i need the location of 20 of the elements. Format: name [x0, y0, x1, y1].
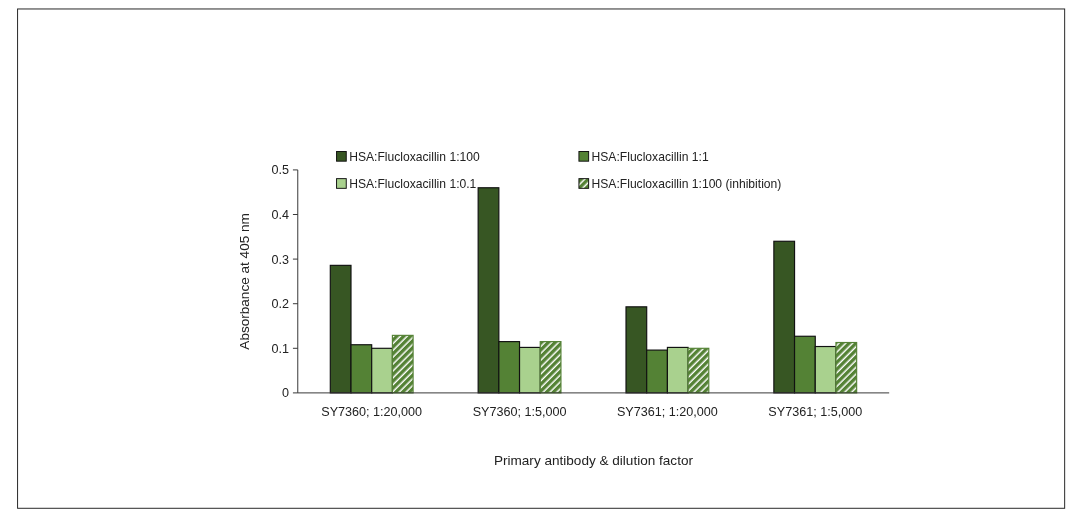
- bar: [539, 341, 562, 394]
- bar: [835, 341, 858, 394]
- legend-label: HSA:Flucloxacillin 1:1: [591, 149, 709, 164]
- y-tick-label: 0.3: [271, 252, 290, 267]
- x-tick-label: SY7360; 1:5,000: [472, 405, 567, 420]
- x-tick-label: SY7361; 1:20,000: [616, 405, 718, 420]
- legend-label: HSA:Flucloxacillin 1:100: [349, 149, 480, 164]
- x-axis-title: Primary antibody & dilution factor: [493, 452, 694, 468]
- legend-label: HSA:Flucloxacillin 1:100 (inhibition): [591, 176, 782, 191]
- x-tick-label: SY7360; 1:20,000: [321, 405, 423, 420]
- legend-label: HSA:Flucloxacillin 1:0.1: [349, 176, 477, 191]
- y-tick-label: 0: [282, 386, 290, 401]
- y-tick-label: 0.1: [271, 341, 290, 356]
- y-tick-label: 0.2: [271, 297, 290, 312]
- x-tick-label: SY7361; 1:5,000: [768, 405, 863, 420]
- y-axis-title: Absorbance at 405 nm: [237, 213, 253, 350]
- y-tick-label: 0.5: [271, 163, 290, 178]
- bar: [391, 334, 414, 394]
- bar: [687, 347, 710, 394]
- y-tick-label: 0.4: [271, 207, 290, 222]
